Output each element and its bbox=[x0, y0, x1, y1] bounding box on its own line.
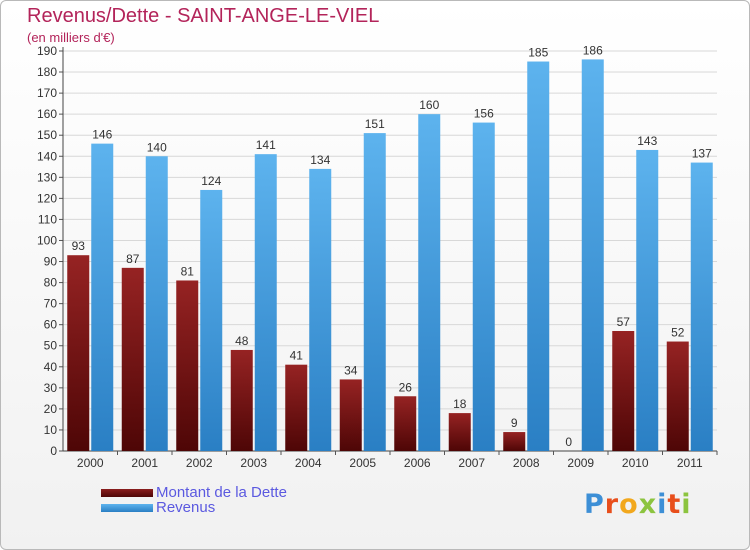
x-tick-label: 2010 bbox=[622, 456, 649, 470]
data-label-dette: 26 bbox=[399, 380, 413, 394]
data-label-revenus: 124 bbox=[201, 174, 221, 188]
y-tick-label: 120 bbox=[37, 191, 57, 205]
bar-revenus bbox=[418, 114, 441, 451]
logo-letter: o bbox=[619, 489, 639, 520]
chart-title: Revenus/Dette - SAINT-ANGE-LE-VIEL bbox=[27, 5, 380, 27]
y-tick-label: 130 bbox=[37, 170, 57, 184]
y-tick-label: 160 bbox=[37, 107, 57, 121]
data-label-revenus: 186 bbox=[583, 43, 603, 57]
proxiti-logo: Proxiti bbox=[584, 489, 692, 520]
logo-letter: P bbox=[584, 489, 605, 520]
bar-dette bbox=[339, 379, 362, 451]
y-tick-label: 150 bbox=[37, 128, 57, 142]
bar-dette bbox=[230, 349, 253, 451]
legend-label-revenus: Revenus bbox=[156, 499, 216, 516]
x-tick-label: 2007 bbox=[458, 456, 485, 470]
logo-letter: t bbox=[667, 489, 682, 520]
data-label-revenus: 146 bbox=[92, 128, 112, 142]
data-label-dette: 57 bbox=[617, 315, 631, 329]
data-label-revenus: 151 bbox=[365, 117, 385, 131]
legend-item-revenus: Revenus bbox=[101, 499, 287, 516]
y-tick-label: 170 bbox=[37, 86, 57, 100]
y-tick-label: 30 bbox=[44, 381, 58, 395]
bar-revenus bbox=[527, 61, 550, 452]
legend-swatch-dette bbox=[101, 488, 153, 497]
data-label-dette: 41 bbox=[290, 349, 304, 363]
legend: Montant de la Dette Revenus bbox=[101, 484, 287, 516]
bar-revenus bbox=[690, 162, 713, 451]
bar-dette bbox=[176, 280, 199, 451]
x-tick-label: 2002 bbox=[186, 456, 213, 470]
bar-dette bbox=[285, 364, 308, 451]
x-tick-label: 2009 bbox=[567, 456, 594, 470]
logo-letter: r bbox=[604, 489, 620, 520]
bar-dette bbox=[121, 267, 144, 451]
legend-label-dette: Montant de la Dette bbox=[156, 484, 287, 501]
bar-revenus bbox=[91, 143, 114, 451]
bar-revenus bbox=[363, 133, 386, 451]
x-tick-label: 2001 bbox=[131, 456, 158, 470]
data-label-revenus: 137 bbox=[692, 147, 712, 161]
bar-revenus bbox=[472, 122, 495, 451]
y-tick-label: 70 bbox=[44, 297, 58, 311]
bar-revenus bbox=[254, 154, 277, 451]
data-label-revenus: 141 bbox=[256, 138, 276, 152]
data-label-dette: 18 bbox=[453, 397, 467, 411]
bar-dette bbox=[67, 255, 90, 451]
y-tick-label: 80 bbox=[44, 276, 58, 290]
data-label-revenus: 140 bbox=[147, 140, 167, 154]
bar-revenus bbox=[145, 156, 168, 451]
y-tick-label: 0 bbox=[50, 444, 57, 458]
x-tick-label: 2003 bbox=[240, 456, 267, 470]
x-tick-label: 2005 bbox=[349, 456, 376, 470]
data-label-revenus: 185 bbox=[528, 46, 548, 60]
data-label-dette: 81 bbox=[181, 264, 195, 278]
data-label-revenus: 134 bbox=[310, 153, 330, 167]
y-tick-label: 40 bbox=[44, 360, 58, 374]
y-tick-label: 20 bbox=[44, 402, 58, 416]
bar-revenus bbox=[581, 59, 604, 451]
x-tick-label: 2000 bbox=[77, 456, 104, 470]
logo-letter: i bbox=[681, 489, 692, 520]
data-label-dette: 87 bbox=[126, 252, 140, 266]
y-tick-label: 110 bbox=[38, 212, 57, 226]
y-tick-label: 140 bbox=[37, 149, 57, 163]
bar-dette bbox=[503, 432, 526, 451]
logo-letter: i bbox=[657, 489, 668, 520]
logo-letter: x bbox=[638, 489, 658, 520]
data-label-dette: 9 bbox=[511, 416, 518, 430]
y-tick-label: 180 bbox=[37, 65, 57, 79]
bar-revenus bbox=[636, 149, 659, 451]
x-tick-label: 2011 bbox=[677, 456, 703, 470]
data-label-dette: 34 bbox=[344, 363, 358, 377]
y-tick-label: 10 bbox=[44, 423, 58, 437]
data-label-dette: 48 bbox=[235, 334, 249, 348]
data-label-revenus: 143 bbox=[637, 134, 657, 148]
bar-revenus bbox=[200, 189, 223, 451]
y-tick-label: 190 bbox=[37, 44, 57, 58]
data-label-dette: 93 bbox=[72, 239, 86, 253]
bar-dette bbox=[666, 341, 689, 451]
bar-dette bbox=[612, 331, 635, 451]
x-tick-label: 2006 bbox=[404, 456, 431, 470]
y-tick-label: 90 bbox=[44, 255, 58, 269]
x-tick-label: 2008 bbox=[513, 456, 540, 470]
chart-subtitle: (en milliers d'€) bbox=[27, 30, 115, 45]
y-tick-label: 50 bbox=[44, 339, 58, 353]
bar-revenus bbox=[309, 168, 332, 452]
legend-swatch-revenus bbox=[101, 503, 153, 512]
data-label-dette: 52 bbox=[671, 326, 685, 340]
data-label-revenus: 160 bbox=[419, 98, 439, 112]
data-label-dette: 0 bbox=[565, 435, 572, 449]
x-tick-label: 2004 bbox=[295, 456, 322, 470]
bar-dette bbox=[448, 413, 471, 451]
bar-dette bbox=[394, 396, 417, 451]
legend-item-dette: Montant de la Dette bbox=[101, 484, 287, 501]
y-tick-label: 60 bbox=[44, 318, 58, 332]
data-label-revenus: 156 bbox=[474, 107, 494, 121]
y-tick-label: 100 bbox=[37, 233, 57, 247]
